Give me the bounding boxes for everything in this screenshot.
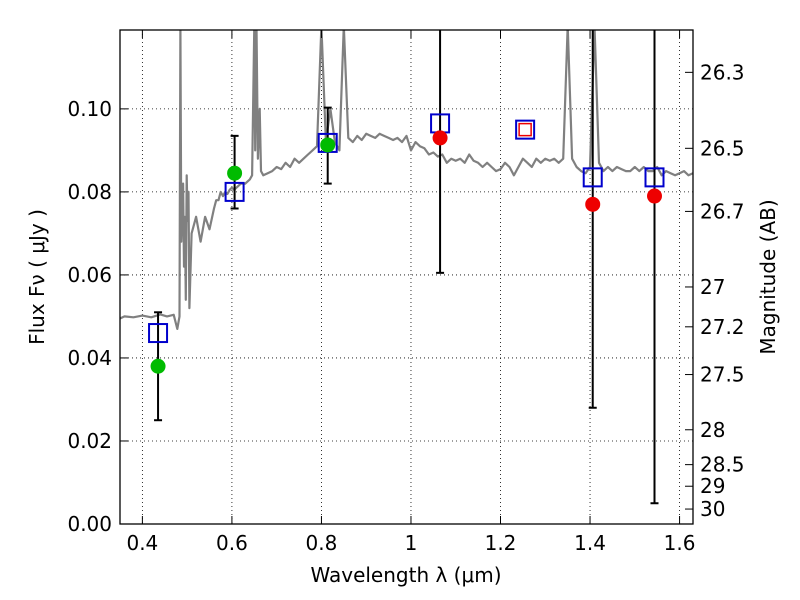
y-tick-label: 0.06 bbox=[67, 263, 112, 287]
model-square bbox=[148, 323, 169, 344]
right-tick-label: 26.5 bbox=[700, 136, 745, 160]
observed-point-green bbox=[320, 137, 336, 153]
right-tick-label: 26.7 bbox=[700, 199, 745, 223]
y-tick-label: 0.00 bbox=[67, 512, 112, 536]
right-axis-title: Magnitude (AB) bbox=[756, 199, 780, 354]
x-tick-label: 1.4 bbox=[574, 531, 606, 555]
x-tick-label: 1 bbox=[405, 531, 418, 555]
y-tick-label: 0.04 bbox=[67, 346, 112, 370]
right-tick-label: 27.5 bbox=[700, 363, 745, 387]
x-tick-label: 0.6 bbox=[216, 531, 248, 555]
model-square-inner bbox=[518, 122, 532, 137]
observed-point-red bbox=[647, 188, 663, 204]
right-tick-label: 29 bbox=[700, 474, 725, 498]
y-tick-label: 0.02 bbox=[67, 429, 112, 453]
observed-point-green bbox=[150, 358, 166, 374]
right-tick-label: 30 bbox=[700, 497, 725, 521]
y-axis-title: Flux Fν ( μJy ) bbox=[25, 209, 49, 345]
x-tick-label: 0.4 bbox=[126, 531, 158, 555]
right-tick-label: 28.5 bbox=[700, 453, 745, 477]
right-tick-label: 26.3 bbox=[700, 60, 745, 84]
y-tick-label: 0.10 bbox=[67, 97, 112, 121]
data-layer bbox=[120, 30, 693, 505]
spectrum-line bbox=[120, 30, 693, 330]
model-square bbox=[644, 167, 665, 188]
observed-point-green bbox=[227, 165, 243, 181]
right-tick-label: 27.2 bbox=[700, 315, 745, 339]
x-axis-title: Wavelength λ (μm) bbox=[310, 563, 501, 587]
right-tick-label: 28 bbox=[700, 418, 725, 442]
y-tick-label: 0.08 bbox=[67, 180, 112, 204]
plot-frame bbox=[119, 29, 694, 525]
model-square bbox=[582, 167, 603, 188]
x-tick-label: 1.2 bbox=[485, 531, 517, 555]
model-square bbox=[515, 119, 536, 140]
observed-point-red bbox=[585, 196, 601, 212]
right-tick-label: 27 bbox=[700, 275, 725, 299]
model-square bbox=[224, 181, 245, 202]
observed-point-red bbox=[432, 130, 448, 146]
x-tick-label: 1.6 bbox=[664, 531, 696, 555]
axis-ticks: 0.4 0.6 0.8 1 1.2 1.4 1.6 0.00 0.02 0.04 0.06 0.08 0… bbox=[67, 30, 745, 555]
x-tick-label: 0.8 bbox=[306, 531, 338, 555]
